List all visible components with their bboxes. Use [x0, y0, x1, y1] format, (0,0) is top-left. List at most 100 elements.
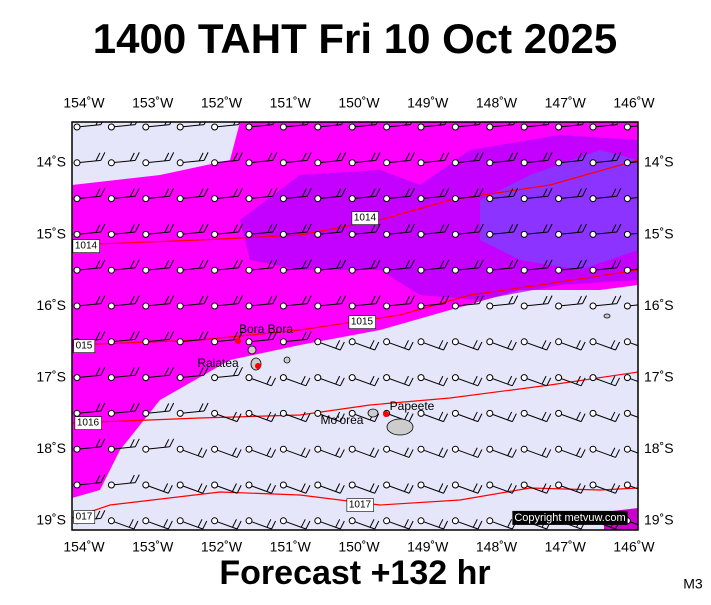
barb-station [211, 302, 219, 310]
barb-flag [542, 188, 548, 197]
barb-station [348, 159, 356, 167]
barb-flag [443, 520, 448, 530]
barb-flag [95, 122, 99, 126]
barb-flag [374, 413, 380, 422]
barb-flag [272, 122, 275, 125]
barb-flag [167, 520, 173, 530]
barb-station [486, 445, 494, 453]
barb-staff [558, 267, 583, 271]
barb-staff [455, 231, 480, 235]
barb-staff [283, 412, 307, 423]
barb-station [383, 445, 391, 453]
barb-flag [582, 152, 587, 161]
barb-station [589, 409, 597, 417]
barb-flag [335, 447, 341, 456]
barb-station [279, 409, 287, 417]
isobar-label: 015 [76, 341, 93, 352]
barb-staff [352, 412, 375, 423]
barb-station [520, 266, 528, 274]
barb-staff [558, 448, 582, 458]
barb-flag [100, 223, 106, 233]
barb-station [520, 195, 528, 203]
barb-station [555, 338, 563, 346]
barb-flag [129, 188, 135, 197]
isobar-label: 1016 [77, 418, 100, 429]
barb-flag [507, 411, 513, 421]
place-dots [235, 338, 389, 417]
barb-station [211, 445, 219, 453]
barb-station [176, 445, 184, 453]
barb-flag [547, 152, 553, 161]
barb-station [555, 302, 563, 310]
barb-staff [386, 520, 410, 530]
barb-flag [374, 449, 380, 458]
barb-flag [611, 260, 617, 269]
barb-flag [477, 413, 483, 422]
barb-flag [341, 259, 347, 269]
barb-flag [375, 152, 381, 161]
barb-flag [616, 259, 622, 269]
barb-staff [180, 195, 205, 200]
barb-flag [272, 187, 278, 197]
barb-flag [232, 519, 237, 528]
barb-flag [444, 295, 450, 304]
barb-flag [134, 474, 140, 483]
barb-station [279, 481, 287, 489]
barb-station [555, 374, 563, 382]
barb-flag [169, 223, 175, 233]
barb-station [623, 481, 631, 489]
barb-flag [615, 449, 620, 458]
barb-staff [145, 303, 170, 307]
lon-label: 146˚W [613, 95, 655, 111]
lat-label: 16˚S [644, 297, 674, 313]
barb-flag [203, 331, 209, 340]
barb-staff [489, 303, 514, 307]
barb-flag [547, 259, 553, 269]
barb-flag [650, 485, 654, 493]
barb-flag [129, 474, 135, 484]
barb-staff [352, 231, 377, 235]
barb-staff [111, 410, 136, 414]
lon-label: 153˚W [132, 539, 174, 555]
barb-staff [627, 377, 638, 383]
barb-station [623, 195, 631, 203]
barb-flag [272, 223, 278, 233]
barb-flag [129, 152, 135, 162]
barb-staff [352, 341, 375, 351]
barb-station [486, 266, 494, 274]
barb-station [623, 374, 631, 382]
isobar-label: 017 [76, 512, 93, 523]
lat-label: 19˚S [644, 512, 674, 528]
barb-flag [478, 223, 484, 233]
barb-staff [489, 124, 514, 128]
barb-station [623, 338, 631, 346]
barb-station [623, 123, 631, 131]
barb-flag [615, 413, 620, 422]
barb-staff [145, 410, 170, 414]
barb-station [451, 338, 459, 346]
barb-flag [271, 377, 276, 387]
barb-flag [646, 117, 650, 125]
barb-station [348, 374, 356, 382]
barb-staff [489, 341, 513, 351]
barb-staff [180, 303, 205, 307]
barb-flag [128, 519, 134, 528]
barb-staff [248, 377, 272, 387]
lon-label: 151˚W [270, 95, 312, 111]
barb-flag [100, 331, 106, 340]
barb-staff [524, 484, 547, 494]
barb-flag [305, 413, 311, 422]
barb-station [245, 445, 253, 453]
barb-station [142, 230, 150, 238]
barb-staff [489, 520, 513, 530]
barb-flag [339, 520, 345, 530]
barb-flag [266, 375, 272, 385]
barb-flag [198, 260, 204, 269]
barb-flag [238, 331, 243, 340]
copyright-box [512, 510, 628, 525]
barb-staff [111, 159, 136, 164]
barb-staff [352, 484, 375, 494]
barb-flag [507, 375, 513, 385]
barb-flag [508, 224, 514, 233]
barb-flag [375, 295, 381, 304]
